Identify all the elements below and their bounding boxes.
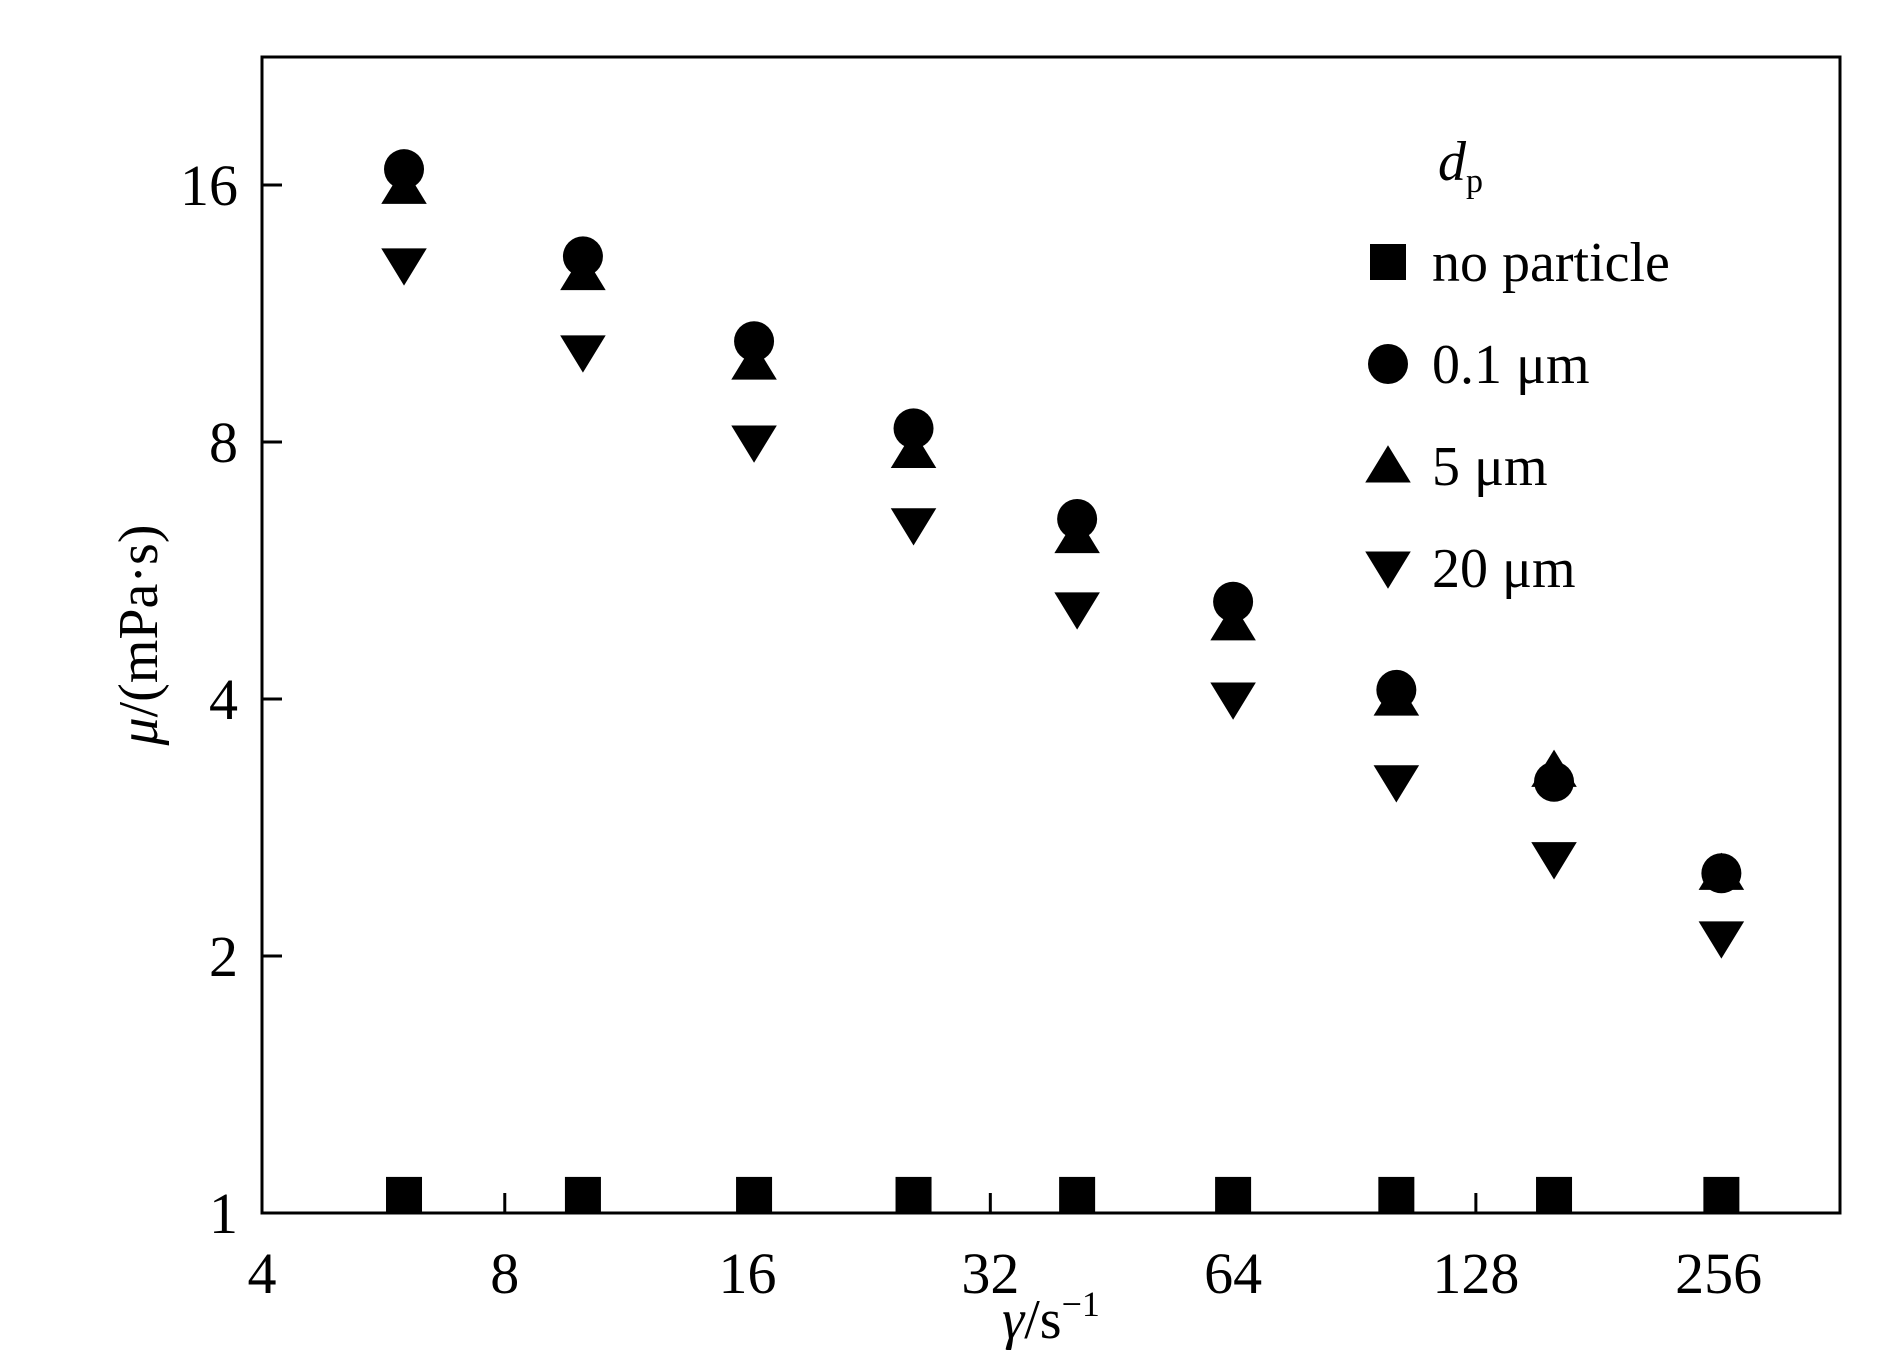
x-tick-label: 8 — [490, 1241, 519, 1306]
legend-label: 20 μm — [1432, 538, 1576, 600]
point-triangle-down — [1373, 765, 1420, 803]
legend-marker-triangle-up — [1365, 445, 1411, 483]
point-triangle-down — [1698, 921, 1745, 959]
y-tick-label: 1 — [209, 1181, 238, 1246]
point-square — [1378, 1176, 1415, 1213]
x-tick-label: 64 — [1204, 1241, 1262, 1306]
point-circle — [1057, 499, 1098, 540]
point-triangle-up — [890, 430, 937, 468]
y-tick-label: 4 — [209, 667, 238, 732]
point-square — [386, 1176, 423, 1213]
x-axis-title: γ/s−1 — [1002, 1284, 1100, 1351]
point-circle — [1534, 761, 1575, 802]
series-triangle-down — [381, 248, 1745, 959]
y-tick-label: 16 — [180, 153, 238, 218]
x-tick-label: 128 — [1432, 1241, 1519, 1306]
plot-frame — [260, 55, 1842, 1215]
x-tick-label: 256 — [1675, 1241, 1762, 1306]
point-circle — [384, 149, 425, 190]
point-square — [1215, 1176, 1252, 1213]
y-axis-title: μ/(mPa·s) — [108, 525, 170, 747]
point-triangle-down — [381, 248, 427, 286]
series-square — [386, 1176, 1740, 1213]
legend-label: 0.1 μm — [1432, 334, 1590, 396]
point-triangle-down — [560, 335, 606, 373]
point-triangle-down — [1210, 682, 1256, 720]
point-triangle-down — [1054, 592, 1100, 630]
point-square — [564, 1176, 601, 1213]
x-tick-label: 32 — [961, 1241, 1019, 1306]
point-square — [1059, 1176, 1096, 1213]
legend: dp no particle 0.1 μm 5 μm 20 μm — [1365, 131, 1670, 600]
point-triangle-down — [890, 508, 937, 546]
legend-marker-triangle-down — [1365, 551, 1411, 589]
x-tick-label: 16 — [719, 1241, 777, 1306]
y-tick-label: 2 — [209, 924, 238, 989]
data-points — [381, 149, 1745, 1213]
legend-marker-circle — [1368, 344, 1408, 384]
y-tick-label: 8 — [209, 410, 238, 475]
point-circle — [1376, 669, 1417, 710]
point-square — [1536, 1176, 1573, 1213]
point-circle — [893, 408, 934, 449]
legend-title: dp — [1438, 131, 1483, 200]
point-square — [1703, 1176, 1740, 1213]
legend-label: no particle — [1432, 232, 1670, 294]
point-circle — [734, 321, 775, 362]
point-square — [736, 1176, 773, 1213]
point-circle — [562, 236, 603, 277]
x-tick-label: 4 — [248, 1241, 277, 1306]
point-circle — [1701, 853, 1742, 894]
legend-marker-square — [1370, 244, 1406, 280]
series-circle — [384, 149, 1742, 894]
legend-label: 5 μm — [1432, 436, 1548, 498]
point-triangle-down — [1531, 842, 1577, 880]
axis-tick-labels: 4 8 16 32 64 128 256 1 2 4 8 16 — [180, 153, 1762, 1306]
point-square — [895, 1176, 932, 1213]
point-triangle-down — [731, 425, 777, 463]
point-circle — [1213, 581, 1254, 622]
